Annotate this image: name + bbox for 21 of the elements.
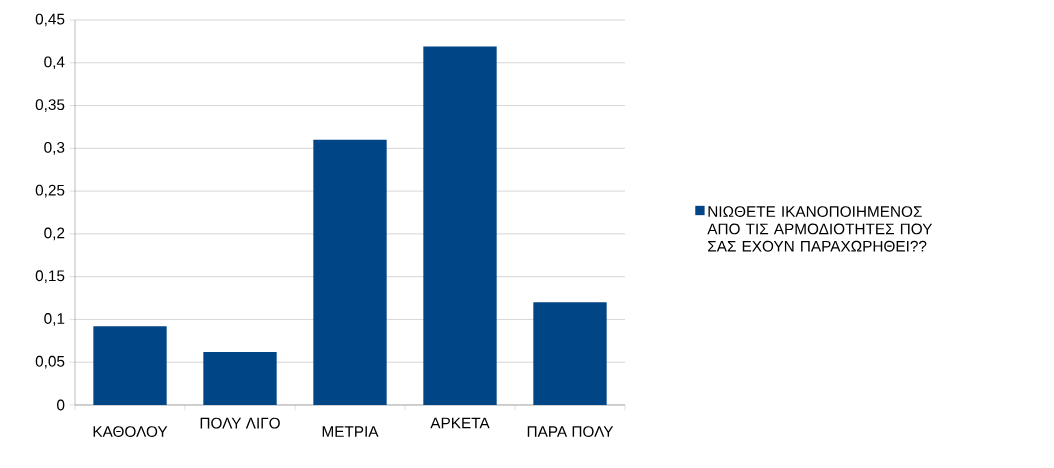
y-tick-label: 0: [57, 399, 65, 411]
x-tick-label: ΑΡΚΕΤΑ: [430, 417, 490, 429]
y-tick-label: 0,25: [35, 184, 65, 198]
x-tick-label: ΠΟΛΥ ΛΙΓΟ: [200, 417, 280, 429]
y-tick-label: 0,05: [35, 355, 65, 369]
x-tick-label: ΜΕΤΡΙΑ: [322, 426, 379, 437]
bar: [203, 351, 277, 405]
x-tick-label: ΚΑΘΟΛΟΥ: [93, 426, 168, 438]
y-tick-label: 0,3: [44, 141, 65, 155]
y-tick-label: 0,15: [35, 270, 65, 283]
legend-label: ΝΙΩΘΕΤΕ ΙΚΑΝΟΠΟΙΗΜΕΝΟΣ ΑΠΟ ΤΙΣ ΑΡΜΟΔΙΟΤΗΤΕΣ ΠΟΥ ΣΑΣ ΕΧΟΥΝ ΠΑΡΑΧΩΡΗΘΕΙ??: [707, 206, 933, 252]
y-tick-label: 0,4: [44, 56, 65, 70]
x-tick-label: ΠΑΡΑ ΠΟΛΥ: [527, 426, 614, 438]
bar: [313, 139, 387, 405]
bar: [423, 46, 497, 405]
bar: [93, 326, 167, 405]
y-tick-label: 0,1: [44, 313, 65, 326]
y-tick-label: 0,45: [35, 13, 65, 27]
bar: [533, 302, 607, 405]
y-tick-label: 0,35: [35, 99, 65, 112]
y-tick-label: 0,2: [44, 227, 65, 241]
